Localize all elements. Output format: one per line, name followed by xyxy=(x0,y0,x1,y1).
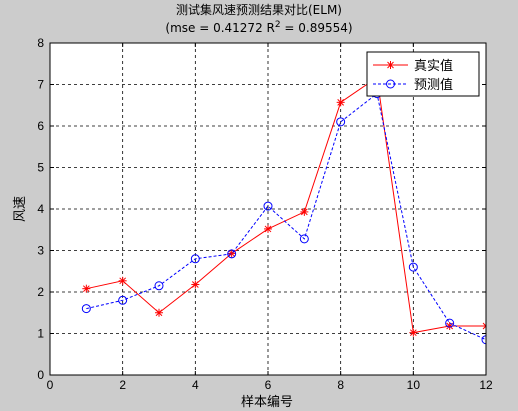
data-point xyxy=(82,284,91,293)
grid-lines xyxy=(50,43,486,375)
legend-label: 真实值 xyxy=(414,58,453,74)
x-tick-label: 12 xyxy=(479,378,493,392)
series-line xyxy=(86,76,486,334)
data-point xyxy=(118,295,128,305)
legend-entry: 真实值 xyxy=(373,58,453,74)
series-layer xyxy=(81,73,486,345)
x-tick-label: 10 xyxy=(407,378,421,392)
y-tick-label: 5 xyxy=(37,161,44,175)
plot-frame xyxy=(49,42,487,376)
data-point xyxy=(336,117,346,127)
data-point xyxy=(154,281,164,291)
y-tick-label: 4 xyxy=(37,202,44,216)
data-point xyxy=(227,249,237,259)
data-point xyxy=(445,318,455,328)
subtitle-prefix: (mse = 0.41272 R xyxy=(165,21,274,35)
data-point xyxy=(482,322,486,331)
y-tick-label: 3 xyxy=(37,244,44,258)
data-point xyxy=(118,276,127,285)
y-tick-label: 6 xyxy=(37,119,44,133)
y-tick-label: 0 xyxy=(37,368,44,382)
data-point xyxy=(408,262,418,272)
data-point xyxy=(191,280,200,289)
series-line xyxy=(86,92,486,341)
y-tick-label: 1 xyxy=(37,327,44,341)
y-tick-label: 7 xyxy=(37,78,44,92)
data-point xyxy=(299,234,309,244)
data-point xyxy=(300,207,309,216)
data-point xyxy=(190,254,200,264)
data-point xyxy=(409,328,418,337)
chart-title: 测试集风速预测结果对比(ELM) xyxy=(176,2,342,17)
chart-subtitle: (mse = 0.41272 R2 = 0.89554) xyxy=(165,20,352,35)
data-point xyxy=(155,308,163,317)
data-point xyxy=(336,98,345,107)
legend-marker xyxy=(386,61,395,69)
y-tick-label: 8 xyxy=(37,36,44,50)
subtitle-suffix: = 0.89554) xyxy=(281,21,353,35)
legend-box xyxy=(366,51,480,97)
legend-label: 预测值 xyxy=(414,77,453,93)
legend-entry: 预测值 xyxy=(373,77,453,93)
x-tick-label: 8 xyxy=(337,378,344,392)
data-point xyxy=(81,304,91,314)
data-point xyxy=(264,224,272,233)
x-tick-label: 4 xyxy=(192,378,199,392)
data-point xyxy=(263,201,273,211)
x-tick-label: 0 xyxy=(47,378,54,392)
x-tick-label: 2 xyxy=(119,378,126,392)
data-point xyxy=(481,335,486,345)
legend-marker xyxy=(386,79,395,89)
subtitle-superscript: 2 xyxy=(275,20,281,30)
x-tick-label: 6 xyxy=(265,378,272,392)
x-axis-label: 样本编号 xyxy=(241,395,293,410)
y-axis-label: 风速 xyxy=(13,196,28,222)
y-tick-label: 2 xyxy=(37,285,44,299)
